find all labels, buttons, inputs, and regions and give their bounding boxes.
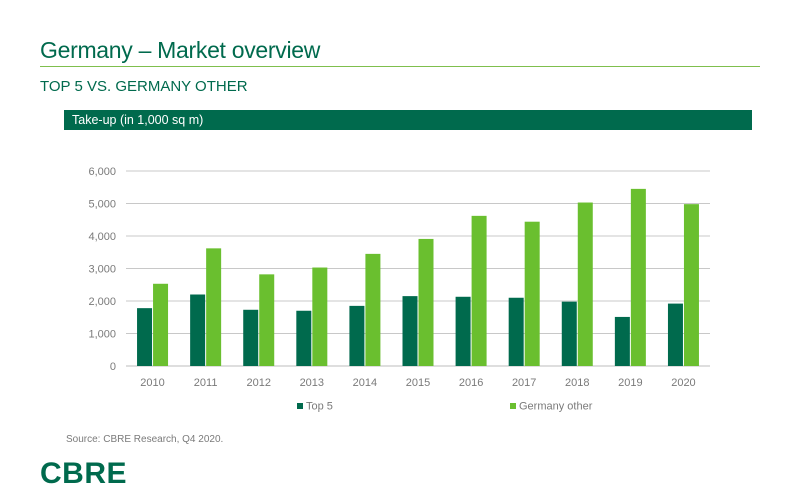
bar-top5 xyxy=(508,297,524,366)
y-tick-label: 0 xyxy=(110,361,116,373)
x-tick-label: 2011 xyxy=(194,377,218,389)
page-subtitle: TOP 5 VS. GERMANY OTHER xyxy=(40,78,248,95)
x-tick-label: 2013 xyxy=(300,377,324,389)
bar-top5 xyxy=(137,308,153,366)
bar-top5 xyxy=(455,296,471,366)
y-tick-label: 3,000 xyxy=(88,264,116,276)
bar-top5 xyxy=(667,303,683,366)
bar-germany-other xyxy=(683,204,699,366)
bar-germany-other xyxy=(471,215,487,366)
x-tick-label: 2019 xyxy=(618,377,642,389)
bar-top5 xyxy=(561,301,577,366)
bar-germany-other xyxy=(259,274,275,366)
source-note: Source: CBRE Research, Q4 2020. xyxy=(66,434,224,445)
chart-title-band: Take-up (in 1,000 sq m) xyxy=(64,110,752,130)
legend-top5-swatch xyxy=(297,403,303,409)
bar-germany-other xyxy=(153,283,169,366)
bar-top5 xyxy=(402,296,418,366)
bar-germany-other xyxy=(418,238,434,366)
x-tick-label: 2014 xyxy=(353,377,377,389)
bar-germany-other xyxy=(577,202,593,366)
bar-top5 xyxy=(614,316,630,366)
page-title: Germany – Market overview xyxy=(40,37,321,63)
x-tick-label: 2016 xyxy=(459,377,483,389)
x-tick-label: 2010 xyxy=(140,377,164,389)
x-tick-label: 2020 xyxy=(671,377,695,389)
x-tick-label: 2012 xyxy=(246,377,270,389)
y-tick-label: 6,000 xyxy=(88,166,116,178)
legend-germany-other-swatch xyxy=(510,403,516,409)
legend-germany-other-label: Germany other xyxy=(519,401,593,413)
x-tick-label: 2018 xyxy=(565,377,589,389)
bar-top5 xyxy=(349,305,365,366)
cbre-logo: CBRE xyxy=(40,457,128,490)
bar-germany-other xyxy=(312,267,328,366)
bar-top5 xyxy=(296,310,312,366)
title-divider xyxy=(40,66,760,67)
y-tick-label: 2,000 xyxy=(88,296,116,308)
bar-top5 xyxy=(243,309,259,366)
bar-germany-other xyxy=(206,248,222,366)
bar-top5 xyxy=(190,294,206,366)
bar-germany-other xyxy=(524,221,540,366)
bar-germany-other xyxy=(630,188,646,366)
x-tick-label: 2017 xyxy=(512,377,536,389)
y-tick-label: 4,000 xyxy=(88,231,116,243)
bar-germany-other xyxy=(365,253,381,366)
y-tick-label: 5,000 xyxy=(88,199,116,211)
x-tick-label: 2015 xyxy=(406,377,430,389)
legend-top5-label: Top 5 xyxy=(306,401,333,413)
y-tick-label: 1,000 xyxy=(88,329,116,341)
